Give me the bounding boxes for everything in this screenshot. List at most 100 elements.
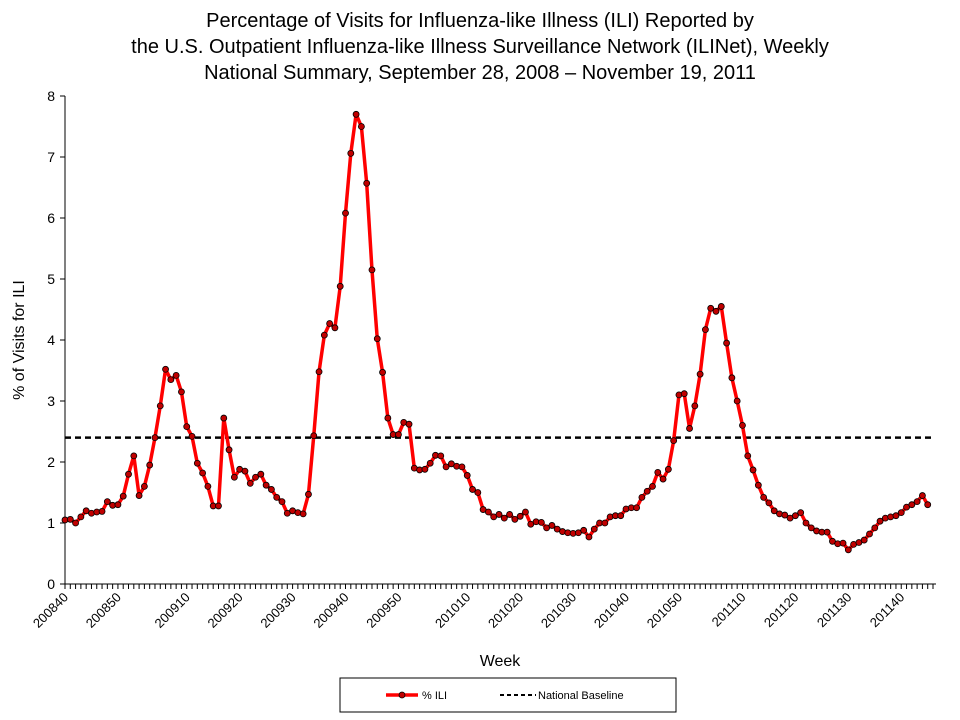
y-tick-label: 0 [47,576,55,592]
data-point [225,446,233,454]
data-point [368,266,376,274]
x-axis-label: Week [480,653,522,670]
x-tick-label: 201030 [538,590,579,631]
data-point [336,282,344,290]
data-point [268,486,275,493]
data-point [749,466,757,474]
data-point [537,518,545,526]
x-tick-label: 200910 [152,590,193,631]
data-point [114,501,122,509]
data-point [723,339,730,347]
data-point [744,452,752,460]
x-tick-label: 200850 [83,590,124,631]
data-point [199,469,207,477]
data-point [178,388,185,396]
data-point [717,303,725,310]
data-point [347,149,355,157]
legend-label: % ILI [422,690,447,702]
data-point [791,512,799,520]
chart-title: National Summary, September 28, 2008 – N… [204,62,756,84]
data-point [426,459,434,467]
data-point [305,490,312,498]
x-tick-label: 201120 [761,590,802,631]
data-point [469,486,476,493]
data-point [241,467,249,475]
data-point [437,452,445,460]
x-tick-label: 201140 [867,590,908,631]
data-point [72,519,79,527]
data-point [548,522,556,529]
data-point [130,452,138,460]
data-point [485,508,492,516]
data-point [733,397,741,405]
x-tick-label: 201020 [485,590,526,631]
data-point [702,326,709,334]
data-point [516,512,524,520]
data-point [125,470,132,478]
data-point [474,489,482,496]
data-point [326,320,334,327]
data-point [103,498,111,506]
data-point [156,402,164,410]
data-point [495,511,503,518]
x-tick-label: 200930 [257,590,298,631]
x-tick-label: 201110 [709,590,749,630]
data-point [590,525,598,533]
data-point [98,508,106,515]
data-point [273,493,281,501]
x-tick-label: 201010 [432,590,473,631]
data-point [924,501,932,509]
data-point [633,504,641,512]
x-tick-label: 201040 [591,590,632,631]
data-point [172,371,180,379]
data-point [866,530,873,538]
data-point [712,307,720,315]
data-point [384,414,392,422]
data-point [919,492,926,499]
data-point [839,539,847,547]
x-tick-label: 200950 [363,590,404,631]
legend-label: National Baseline [538,690,624,702]
data-point [500,514,508,522]
data-point [860,536,868,544]
data-point [691,402,699,410]
y-tick-label: 6 [47,210,55,226]
x-tick-label: 200840 [30,590,71,631]
data-point [807,524,815,532]
legend-marker [398,691,406,699]
data-point [119,492,127,500]
data-point [913,498,921,506]
data-point [522,508,529,516]
data-point [220,414,228,422]
data-point [696,370,704,378]
data-point [617,512,625,520]
data-point [373,335,381,343]
data-point [299,510,307,518]
data-point [802,519,810,527]
data-point [183,423,191,431]
data-point [770,507,778,515]
x-tick-label: 201050 [644,590,685,631]
data-point [601,519,609,527]
data-point [643,487,651,495]
data-point [670,437,678,445]
chart-title: Percentage of Visits for Influenza-like … [206,10,754,32]
data-point [871,524,879,532]
data-point [379,368,386,376]
data-point [342,209,349,217]
data-point [257,470,265,478]
data-point [188,432,196,440]
data-point [357,123,365,130]
y-tick-label: 2 [47,454,55,470]
x-tick-label: 200940 [310,590,351,631]
data-point [151,434,159,442]
y-tick-label: 5 [47,271,55,287]
data-point [331,324,339,332]
data-point [278,498,286,506]
data-point [140,482,148,490]
data-point [135,492,143,499]
y-tick-label: 4 [47,332,55,348]
data-point [649,482,656,490]
